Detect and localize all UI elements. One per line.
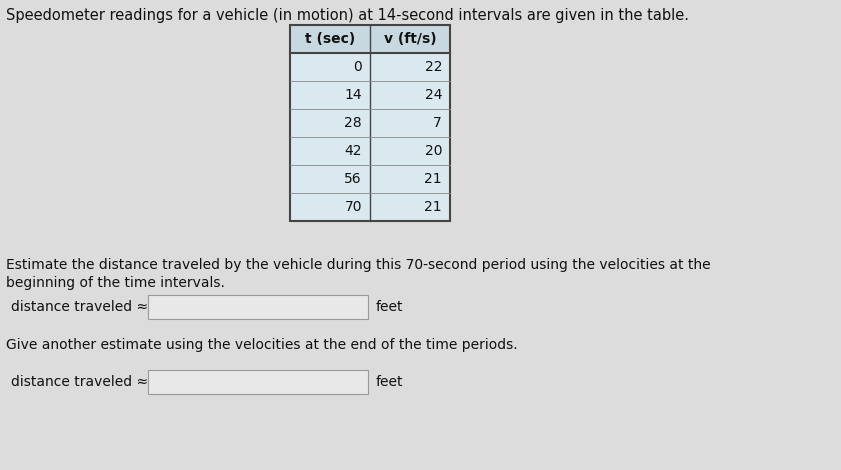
Text: 56: 56 xyxy=(344,172,362,186)
Text: 21: 21 xyxy=(425,200,442,214)
Text: 24: 24 xyxy=(425,88,442,102)
Text: 14: 14 xyxy=(344,88,362,102)
FancyBboxPatch shape xyxy=(290,109,450,137)
Text: 70: 70 xyxy=(345,200,362,214)
FancyBboxPatch shape xyxy=(290,165,450,193)
Text: 28: 28 xyxy=(344,116,362,130)
Text: distance traveled ≈: distance traveled ≈ xyxy=(11,300,148,314)
FancyBboxPatch shape xyxy=(290,137,450,165)
Text: v (ft/s): v (ft/s) xyxy=(383,32,436,46)
Text: t (sec): t (sec) xyxy=(305,32,355,46)
Text: 7: 7 xyxy=(433,116,442,130)
FancyBboxPatch shape xyxy=(148,370,368,394)
Text: 21: 21 xyxy=(425,172,442,186)
Text: feet: feet xyxy=(376,375,404,389)
Text: Give another estimate using the velocities at the end of the time periods.: Give another estimate using the velociti… xyxy=(6,338,517,352)
Text: beginning of the time intervals.: beginning of the time intervals. xyxy=(6,276,225,290)
FancyBboxPatch shape xyxy=(148,295,368,319)
Text: 0: 0 xyxy=(353,60,362,74)
Text: Speedometer readings for a vehicle (in motion) at 14-second intervals are given : Speedometer readings for a vehicle (in m… xyxy=(6,8,689,23)
FancyBboxPatch shape xyxy=(290,193,450,221)
FancyBboxPatch shape xyxy=(290,25,450,53)
Text: feet: feet xyxy=(376,300,404,314)
Text: distance traveled ≈: distance traveled ≈ xyxy=(11,375,148,389)
Text: 42: 42 xyxy=(345,144,362,158)
FancyBboxPatch shape xyxy=(290,53,450,81)
Text: Estimate the distance traveled by the vehicle during this 70-second period using: Estimate the distance traveled by the ve… xyxy=(6,258,711,272)
Text: 20: 20 xyxy=(425,144,442,158)
Text: 22: 22 xyxy=(425,60,442,74)
FancyBboxPatch shape xyxy=(290,81,450,109)
